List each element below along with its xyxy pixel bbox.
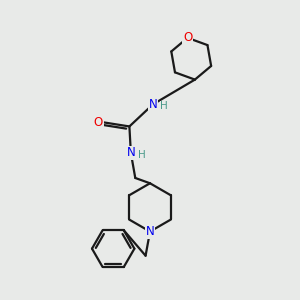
Text: O: O: [183, 31, 192, 44]
Text: N: N: [148, 98, 157, 111]
Text: O: O: [94, 116, 103, 128]
Text: N: N: [146, 225, 154, 238]
Text: N: N: [127, 146, 135, 159]
Text: H: H: [138, 150, 146, 160]
Text: H: H: [160, 101, 168, 111]
